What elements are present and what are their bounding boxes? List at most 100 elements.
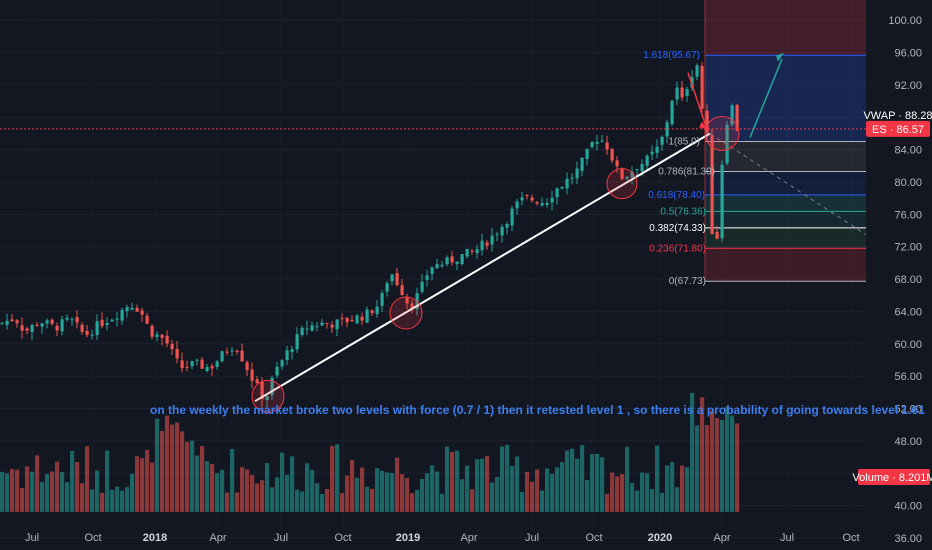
volume-bar — [665, 465, 670, 512]
price-badges: VWAP · 88.28 ES · 86.57 Volume · 8.201M — [852, 107, 932, 485]
y-tick-label: 56.00 — [894, 371, 922, 383]
candle-body — [75, 317, 79, 323]
candle-body — [735, 104, 739, 131]
volume-bar — [730, 415, 735, 512]
candle-body — [485, 242, 489, 246]
candle-body — [355, 315, 359, 324]
fib-label: 0.786(81.30) — [658, 166, 715, 177]
volume-bar — [335, 444, 340, 512]
candle-body — [60, 319, 64, 332]
candle-body — [515, 201, 519, 209]
candle-body — [285, 350, 289, 361]
candle-body — [595, 141, 599, 144]
volume-bar — [605, 493, 610, 512]
candle-body — [380, 293, 384, 306]
annotation-text: on the weekly the market broke two level… — [150, 403, 925, 417]
y-tick-label: 84.00 — [894, 145, 922, 157]
candle-body — [625, 176, 629, 179]
volume-bar — [50, 471, 55, 512]
candle-body — [225, 351, 229, 353]
candle-body — [505, 224, 509, 228]
target-arrow — [749, 58, 783, 138]
candle-body — [255, 379, 259, 384]
candle-body — [95, 321, 99, 335]
volume-bar — [405, 478, 410, 512]
candle-body — [115, 318, 119, 320]
candle-body — [390, 274, 394, 282]
volume-badge-label: Volume · 8.201M — [852, 472, 932, 484]
candle-body — [200, 359, 204, 369]
volume-bar — [140, 458, 145, 512]
candle-body — [235, 350, 239, 352]
volume-bar — [365, 486, 370, 512]
volume-bar — [540, 490, 545, 512]
candle-body — [525, 194, 529, 196]
volume-bar — [295, 489, 300, 512]
volume-bar — [465, 465, 470, 512]
candle-body — [140, 310, 144, 315]
fib-zones — [704, 0, 866, 282]
volume-bar — [25, 466, 30, 512]
fib-zone — [705, 227, 866, 249]
candle-body — [450, 256, 454, 263]
candle-body — [15, 320, 19, 324]
volume-bar — [655, 445, 660, 512]
target-arrow-head — [776, 52, 784, 62]
trendline-extension — [709, 133, 867, 235]
x-tick-label: Oct — [842, 532, 859, 544]
volume-bar — [85, 446, 90, 512]
volume-bar — [660, 492, 665, 512]
candle-body — [130, 307, 134, 310]
candle-body — [725, 124, 729, 164]
fib-label: 0(67.73) — [669, 276, 706, 287]
volume-bar — [480, 458, 485, 512]
candle-body — [250, 369, 254, 381]
price-badge-label: VWAP · 88.28 — [863, 110, 932, 122]
volume-bar — [520, 491, 525, 512]
candle-body — [425, 275, 429, 280]
volume-bar — [45, 473, 50, 512]
candle-body — [630, 171, 634, 178]
candle-body — [685, 89, 689, 96]
candle-body — [170, 343, 174, 350]
y-tick-label: 80.00 — [894, 177, 922, 189]
fib-label: 0.236(71.80) — [649, 243, 706, 254]
volume-bar — [450, 451, 455, 512]
candle-body — [20, 325, 24, 331]
candle-body — [55, 325, 59, 331]
volume-bar — [180, 431, 185, 512]
volume-bar — [545, 468, 550, 512]
candle-body — [710, 134, 714, 235]
volume-bar — [515, 456, 520, 512]
candle-body — [240, 350, 244, 362]
retest-circle — [251, 379, 285, 413]
candle-body — [70, 319, 74, 321]
volume-bar — [400, 474, 405, 512]
candle-body — [575, 168, 579, 179]
volume-bar — [5, 473, 10, 512]
volume-bar — [495, 476, 500, 512]
candle-body — [535, 202, 539, 204]
volume-bar — [240, 467, 245, 512]
candle-body — [590, 141, 594, 147]
y-tick-label: 52.00 — [894, 403, 922, 415]
price-badge — [866, 120, 930, 137]
volume-bar — [415, 489, 420, 512]
volume-bar — [535, 469, 540, 512]
candle-body — [650, 151, 654, 155]
volume-bar — [510, 466, 515, 512]
candle-body — [570, 177, 574, 179]
volume-bar — [250, 474, 255, 512]
candle-body — [210, 365, 214, 369]
volume-bar — [65, 482, 70, 512]
volume-bar — [460, 479, 465, 512]
y-tick-label: 76.00 — [894, 209, 922, 221]
y-tick-label: 96.00 — [894, 48, 922, 60]
volume-bar — [105, 450, 110, 512]
volume-badge — [858, 469, 930, 485]
candle-body — [545, 203, 549, 205]
price-badge-label: ES · 86.57 — [872, 124, 924, 136]
candle-body — [80, 324, 84, 332]
volume-bar — [120, 490, 125, 512]
